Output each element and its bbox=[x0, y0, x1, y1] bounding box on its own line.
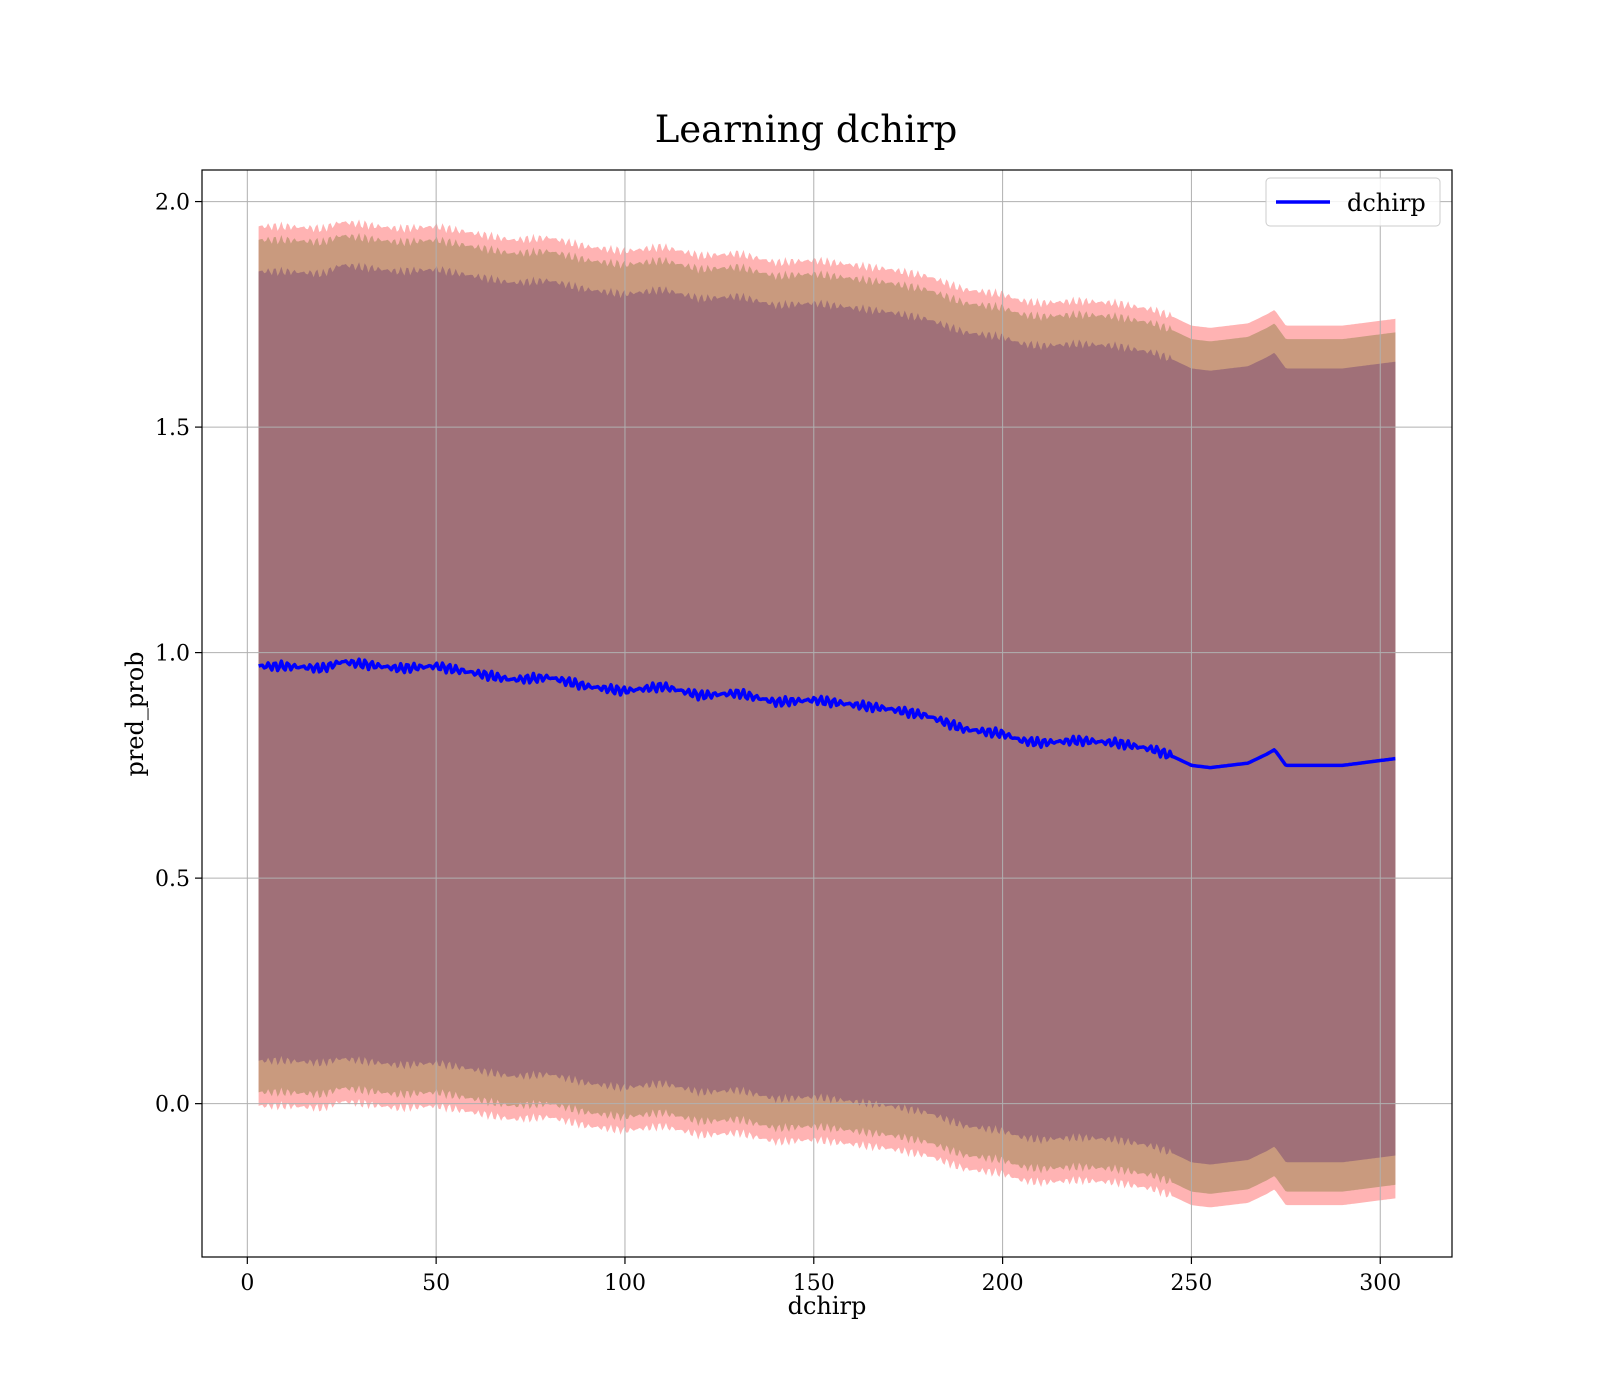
legend-box bbox=[1265, 177, 1441, 227]
chart-title: Learning dchirp bbox=[655, 108, 958, 151]
y-axis-label: pred_prob bbox=[121, 651, 149, 776]
x-tick-label: 200 bbox=[982, 1271, 1024, 1296]
y-tick-label: 0.5 bbox=[155, 867, 190, 892]
legend: dchirp bbox=[1265, 177, 1441, 227]
band-inner bbox=[258, 262, 1396, 1165]
x-tick-label: 300 bbox=[1359, 1271, 1401, 1296]
x-tick-label: 0 bbox=[240, 1271, 254, 1296]
y-tick-label: 2.0 bbox=[155, 191, 190, 216]
x-tick-label: 150 bbox=[793, 1271, 835, 1296]
plot-frame bbox=[201, 169, 1453, 1258]
x-tick-label: 50 bbox=[422, 1271, 450, 1296]
x-axis-ticks: 0 50 100 150 200 250 300 bbox=[240, 1257, 1401, 1296]
legend-label-dchirp: dchirp bbox=[1347, 189, 1426, 217]
y-tick-label: 0.0 bbox=[155, 1093, 190, 1118]
confidence-bands bbox=[258, 219, 1396, 1208]
x-tick-label: 250 bbox=[1170, 1271, 1212, 1296]
y-tick-label: 1.5 bbox=[155, 416, 190, 441]
series-line-dchirp bbox=[258, 657, 1396, 770]
x-axis-label: dchirp bbox=[788, 1292, 867, 1320]
grid bbox=[202, 170, 1452, 1257]
y-tick-label: 1.0 bbox=[155, 642, 190, 667]
y-axis-ticks: 0.0 0.5 1.0 1.5 2.0 bbox=[155, 191, 202, 1118]
x-tick-label: 100 bbox=[604, 1271, 646, 1296]
